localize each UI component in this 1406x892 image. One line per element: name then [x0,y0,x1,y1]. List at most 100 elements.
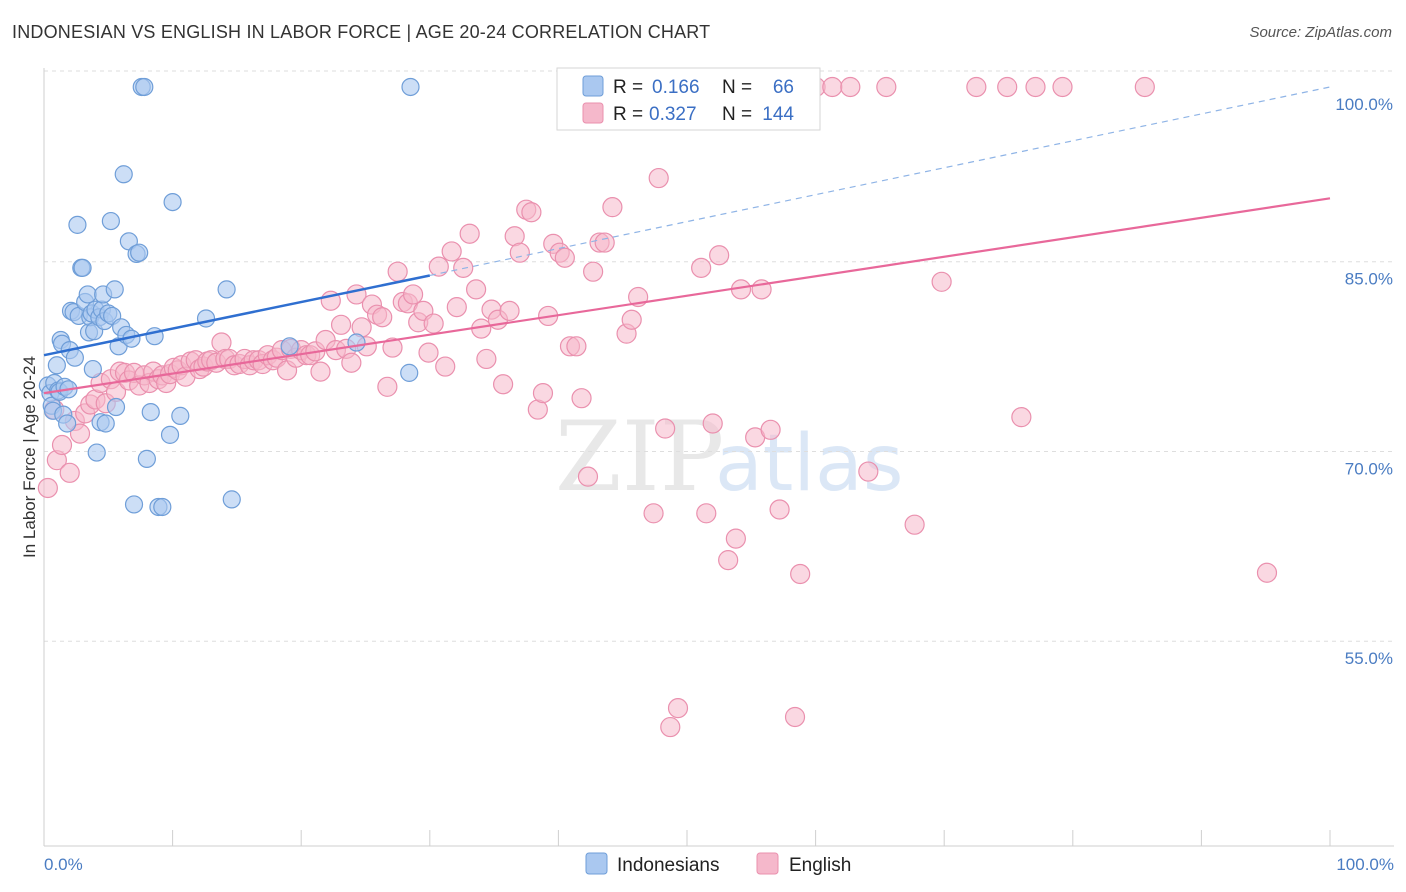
indonesian-point [347,333,366,352]
y-tick-label: 70.0% [1345,459,1393,478]
indonesian-point [83,359,102,379]
y-axis-tick-labels: 55.0% 70.0% 85.0% 100.0% [1335,95,1393,668]
indonesian-point [141,402,160,422]
english-point [387,261,408,282]
indonesian-point [196,309,216,328]
english-point [691,257,712,278]
english-point [521,202,542,223]
legend-r-value-indonesians: 0.166 [652,77,700,98]
english-point [554,247,575,268]
bottom-legend-swatch-indonesians [585,852,608,875]
axes [43,68,1394,847]
english-point [760,419,781,440]
english-point [435,356,456,377]
english-point [459,223,480,244]
english-point [402,284,424,305]
english-point [583,261,604,282]
bottom-legend-indonesians: Indonesians [617,855,719,876]
indonesian-point [222,490,241,509]
legend-r-value-english: 0.327 [649,104,697,125]
english-point [418,342,439,363]
indonesian-point [137,449,156,468]
x-tick-label-min: 0.0% [44,855,83,874]
legend-n-value-english: 144 [762,104,794,125]
english-point [1011,407,1032,428]
english-point [660,716,681,738]
english-point [931,271,952,292]
english-point [718,550,739,571]
watermark-zip: ZIP [555,401,724,513]
english-point [621,309,642,330]
chart-title: INDONESIAN VS ENGLISH IN LABOR FORCE | A… [12,22,711,42]
english-point [310,361,331,382]
english-point [648,167,669,189]
indonesian-point [280,337,299,356]
legend-swatch-indonesians [582,75,604,97]
english-point [1025,76,1046,98]
indonesian-point [105,280,124,299]
indonesian-point [58,414,77,433]
indonesian-point [78,285,97,304]
english-point [655,418,676,439]
english-point [37,477,58,499]
legend-n-label-english: N = [722,104,752,125]
english-point [372,307,393,328]
english-point [769,499,790,520]
indonesian-point [65,348,84,367]
indonesian-point [124,495,144,514]
english-point [532,383,554,404]
english-point [423,313,444,334]
indonesian-point [171,406,190,425]
english-point [509,242,530,263]
indonesian-point [96,414,115,433]
indonesian-point [153,497,172,517]
bottom-legend-english: English [789,855,851,876]
english-point [446,296,467,318]
watermark: ZIP atlas [555,401,904,513]
y-tick-label: 85.0% [1345,270,1393,289]
english-point [1256,562,1278,583]
indonesian-point [68,215,87,234]
y-axis-title: In Labor Force | Age 20-24 [20,356,39,558]
legend-swatch-english [582,102,604,124]
english-point [725,528,746,549]
indonesian-points [38,77,420,517]
english-point [382,337,403,358]
watermark-atlas: atlas [715,419,904,509]
english-point [51,434,73,456]
english-point [465,279,487,300]
english-point [566,336,587,357]
english-point [493,374,514,395]
english-point [822,76,843,98]
english-point [784,706,806,728]
english-point [1052,76,1073,98]
indonesian-point [106,397,126,417]
english-point [594,232,615,253]
english-point [499,300,520,321]
english-point [997,76,1018,98]
indonesian-point [400,363,419,382]
english-point [476,348,497,370]
indonesian-point [73,258,92,277]
english-point [966,76,987,98]
english-point [790,563,811,585]
english-point [69,423,91,444]
trend-lines [43,86,1331,395]
english-point [428,256,449,277]
bottom-legend-swatch-english [756,852,779,875]
legend-n-label-indonesians: N = [722,77,752,98]
indonesian-point [47,356,66,375]
y-tick-label: 100.0% [1335,95,1393,114]
english-point [904,514,925,535]
english-trend-line [43,197,1331,395]
legend-n-value-indonesians: 66 [773,77,794,98]
english-point [643,503,664,524]
english-point [876,76,897,98]
english-point [571,388,592,409]
english-point [441,241,462,262]
legend-r-label-indonesians: R = [613,77,643,98]
english-point [702,413,723,434]
y-tick-label: 55.0% [1345,649,1393,668]
series-legend: Indonesians English [585,852,851,876]
